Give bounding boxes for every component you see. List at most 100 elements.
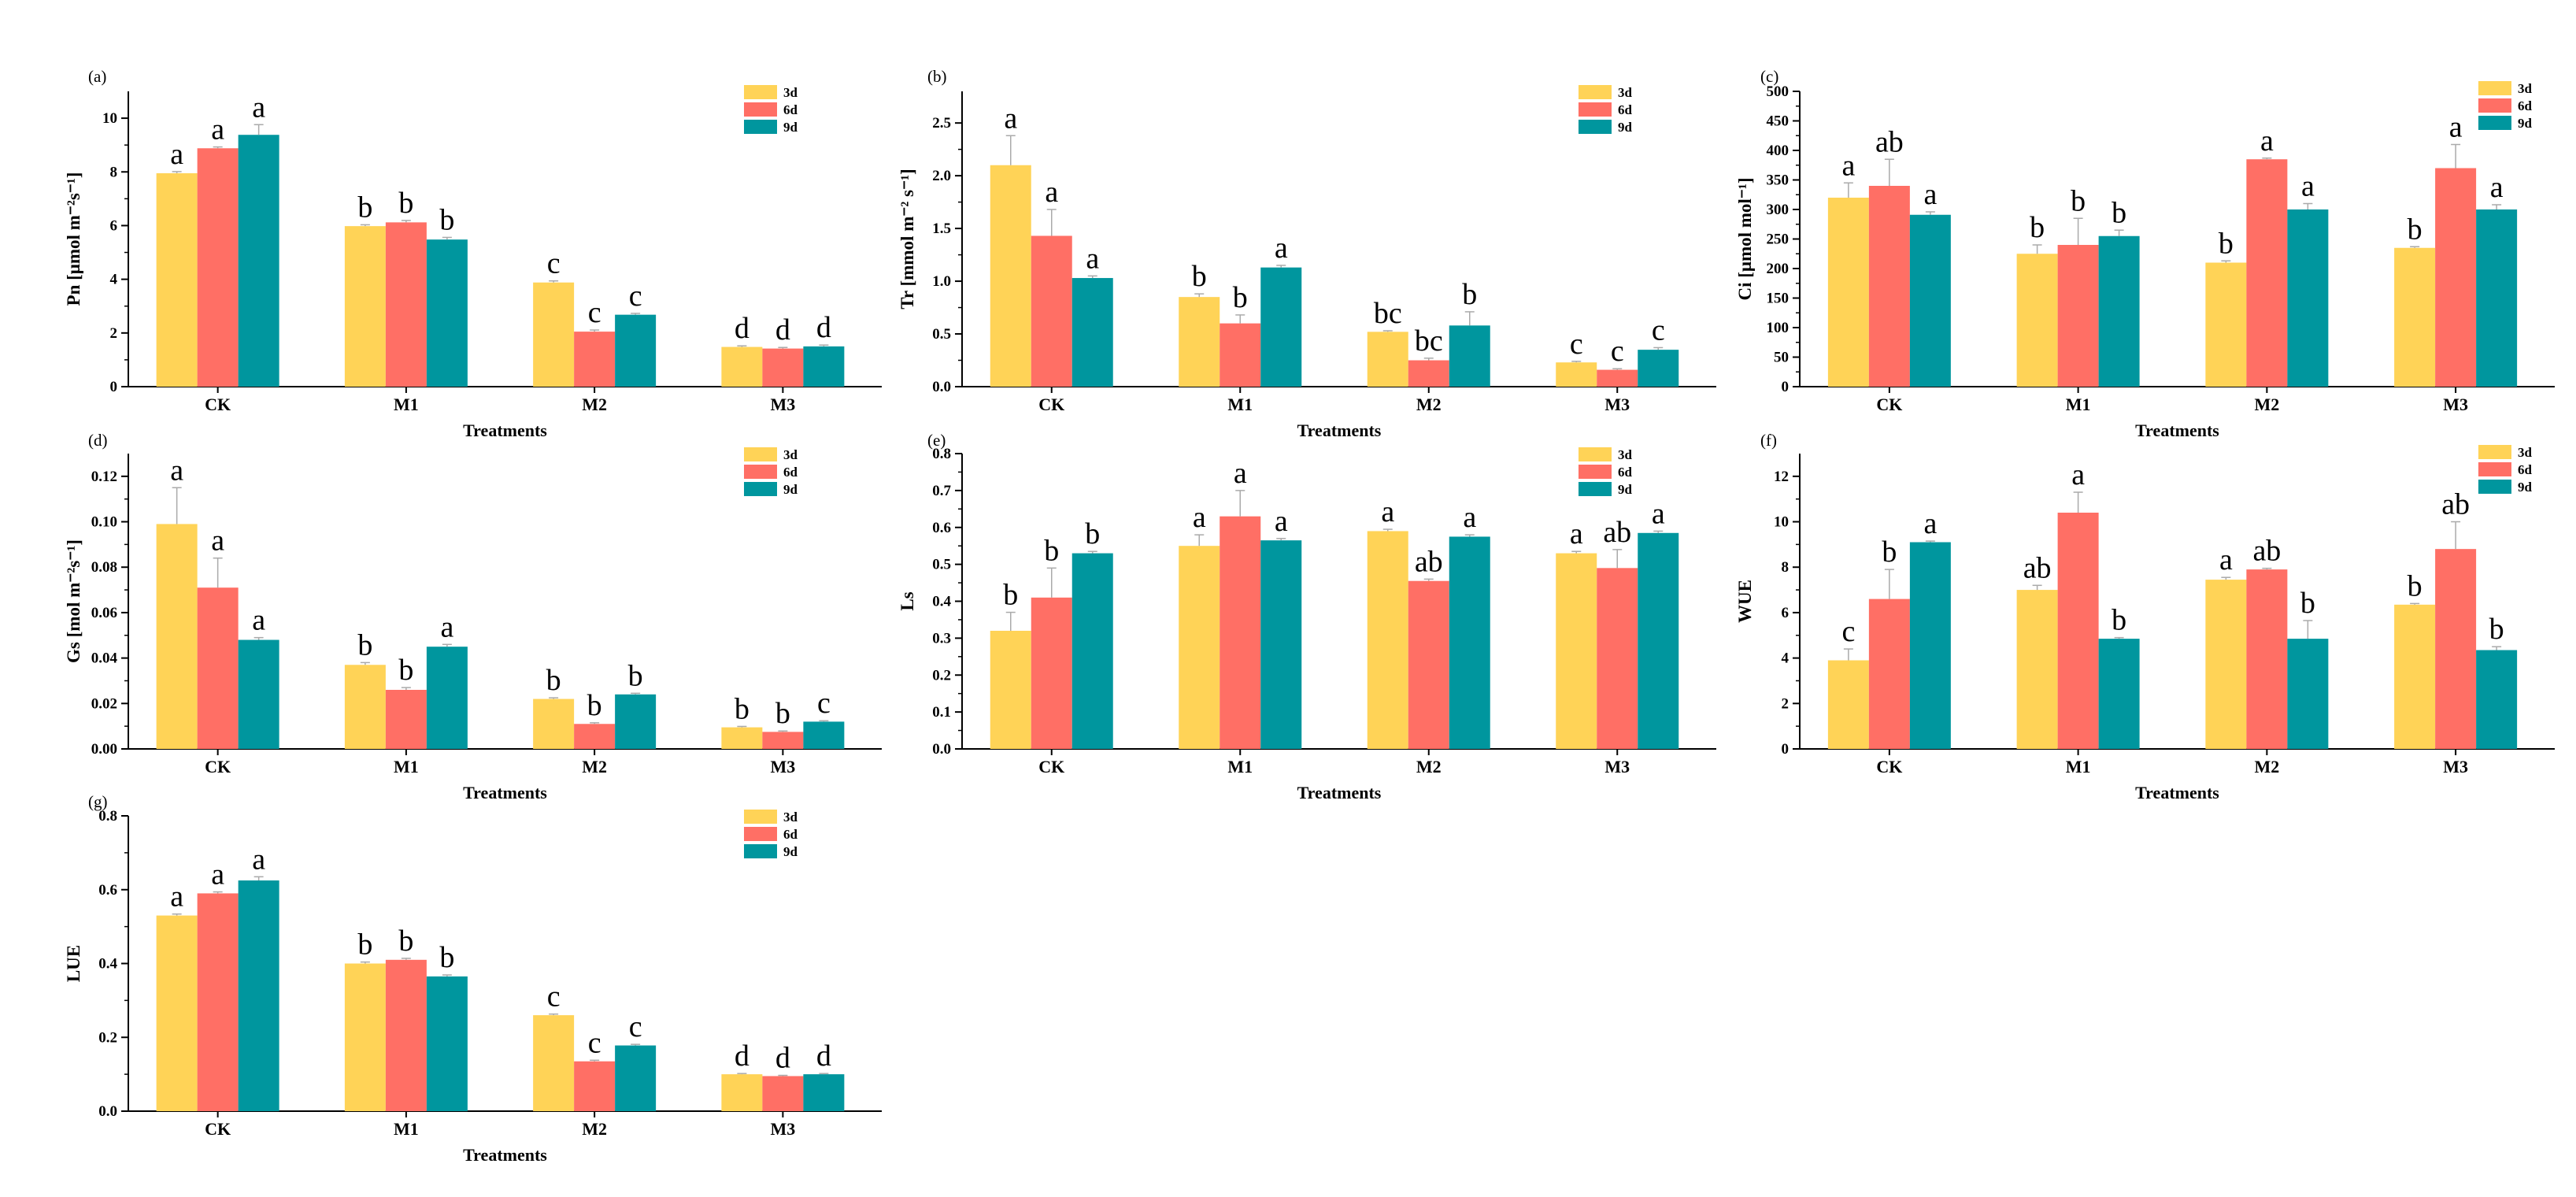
x-axis-title: Treatments bbox=[463, 421, 547, 440]
y-tick-label: 250 bbox=[1767, 232, 1790, 248]
y-tick-label: 2.5 bbox=[932, 115, 951, 132]
y-tick-label: 2 bbox=[1782, 695, 1790, 712]
panel-label: (b) bbox=[927, 67, 947, 86]
significance-letter: a bbox=[1570, 517, 1583, 550]
significance-letter: a bbox=[2490, 171, 2504, 204]
legend-label-6d: 6d bbox=[1618, 465, 1633, 480]
bar-6d-M2 bbox=[574, 724, 616, 749]
x-axis-title: Treatments bbox=[463, 1145, 547, 1165]
x-category-label: M2 bbox=[2254, 395, 2279, 414]
bar-3d-M1 bbox=[1179, 546, 1220, 749]
y-tick-label: 1.0 bbox=[932, 273, 951, 290]
significance-letter: b bbox=[587, 689, 602, 722]
bar-9d-M3 bbox=[803, 1074, 845, 1111]
bar-9d-M2 bbox=[615, 694, 657, 749]
bar-9d-CK bbox=[1071, 553, 1113, 749]
legend-swatch-9d bbox=[2478, 480, 2511, 494]
legend-label-6d: 6d bbox=[783, 102, 798, 117]
y-tick-label: 8 bbox=[110, 164, 118, 180]
significance-letter: b bbox=[2112, 604, 2126, 637]
legend-swatch-9d bbox=[744, 844, 777, 858]
bar-6d-M3 bbox=[1597, 369, 1638, 387]
bar-6d-M1 bbox=[385, 690, 427, 749]
panel-b: (b) 0.0 0.5 1.0 1.5 2.0 2.5 Tr [mmol m⁻² s⁻¹] Tr… bbox=[898, 67, 1716, 440]
bar-9d-CK bbox=[238, 880, 279, 1111]
bar-6d-M3 bbox=[1597, 568, 1638, 749]
significance-letter: a bbox=[440, 610, 453, 643]
y-tick-label: 0 bbox=[110, 379, 118, 395]
panel-label: (e) bbox=[927, 431, 946, 450]
y-tick-label: 8 bbox=[1782, 559, 1790, 576]
x-category-label: M1 bbox=[394, 1119, 419, 1139]
bar-3d-M1 bbox=[1179, 297, 1220, 387]
legend-label-6d: 6d bbox=[783, 465, 798, 480]
significance-letter: a bbox=[1923, 507, 1937, 540]
bar-6d-CK bbox=[1868, 186, 1910, 387]
bar-6d-M1 bbox=[385, 959, 427, 1111]
significance-letter: b bbox=[2408, 569, 2422, 602]
legend-label-9d: 9d bbox=[2518, 116, 2533, 131]
y-tick-label: 0.2 bbox=[98, 1029, 117, 1046]
y-tick-label: 0.5 bbox=[932, 326, 951, 343]
significance-letter: b bbox=[628, 659, 643, 692]
y-tick-label: 0.0 bbox=[932, 741, 951, 758]
significance-letter: b bbox=[1462, 278, 1477, 311]
legend-label-6d: 6d bbox=[2518, 98, 2533, 113]
bar-3d-M3 bbox=[2394, 247, 2436, 387]
significance-letter: d bbox=[735, 1040, 749, 1073]
bar-3d-M1 bbox=[344, 963, 386, 1111]
legend-swatch-3d bbox=[1579, 447, 1612, 461]
bar-6d-M1 bbox=[2057, 513, 2099, 749]
significance-letter: d bbox=[775, 313, 790, 346]
bar-3d-M1 bbox=[344, 226, 386, 387]
panel-e: (e) 0.0 0.1 0.2 0.3 0.4 0.5 0.6 0.7 0.8 Ls Treatmen… bbox=[898, 431, 1716, 802]
significance-letter: a bbox=[1652, 497, 1665, 530]
x-category-label: CK bbox=[205, 395, 231, 414]
bar-6d-M2 bbox=[1408, 580, 1449, 749]
x-category-label: CK bbox=[1038, 395, 1064, 414]
significance-letter: b bbox=[775, 697, 790, 730]
legend-label-9d: 9d bbox=[2518, 480, 2533, 495]
y-tick-label: 0.6 bbox=[932, 520, 951, 536]
y-tick-label: 10 bbox=[1774, 514, 1789, 531]
y-tick-label: 0.0 bbox=[932, 379, 951, 395]
significance-letter: c bbox=[1841, 615, 1855, 648]
significance-letter: c bbox=[1570, 328, 1583, 361]
bar-3d-M3 bbox=[1556, 362, 1597, 387]
y-tick-label: 0.10 bbox=[91, 514, 117, 531]
x-axis-title: Treatments bbox=[463, 783, 547, 802]
significance-letter: b bbox=[2489, 613, 2504, 646]
legend-label-3d: 3d bbox=[783, 85, 798, 100]
significance-letter: b bbox=[1882, 536, 1897, 569]
bar-6d-CK bbox=[1031, 597, 1072, 749]
significance-letter: ab bbox=[2441, 488, 2470, 521]
x-category-label: CK bbox=[1876, 395, 1902, 414]
panel-label: (a) bbox=[88, 67, 106, 86]
significance-letter: a bbox=[1004, 102, 1017, 135]
legend-label-3d: 3d bbox=[1618, 85, 1633, 100]
bar-3d-M1 bbox=[344, 665, 386, 749]
y-axis-title: WUE bbox=[1735, 580, 1755, 623]
significance-letter: bc bbox=[1415, 324, 1443, 358]
significance-letter: a bbox=[2260, 124, 2274, 158]
significance-letter: b bbox=[1192, 260, 1207, 293]
bar-9d-M2 bbox=[615, 1045, 657, 1111]
y-axis-title: LUE bbox=[64, 945, 83, 982]
significance-letter: ab bbox=[1875, 125, 1904, 158]
significance-letter: ab bbox=[2252, 535, 2281, 568]
significance-letter: b bbox=[2300, 587, 2315, 620]
y-tick-label: 0.06 bbox=[91, 605, 117, 621]
significance-letter: a bbox=[2219, 543, 2233, 576]
y-tick-label: 6 bbox=[110, 217, 118, 234]
significance-letter: b bbox=[2112, 196, 2126, 229]
y-tick-label: 1.5 bbox=[932, 220, 951, 237]
x-category-label: M3 bbox=[770, 395, 795, 414]
x-category-label: M1 bbox=[2066, 757, 2091, 776]
legend-label-9d: 9d bbox=[1618, 482, 1633, 497]
bar-9d-M2 bbox=[1449, 325, 1490, 387]
legend-swatch-6d bbox=[744, 827, 777, 841]
bar-3d-CK bbox=[990, 165, 1031, 387]
y-tick-label: 0.08 bbox=[91, 559, 117, 576]
